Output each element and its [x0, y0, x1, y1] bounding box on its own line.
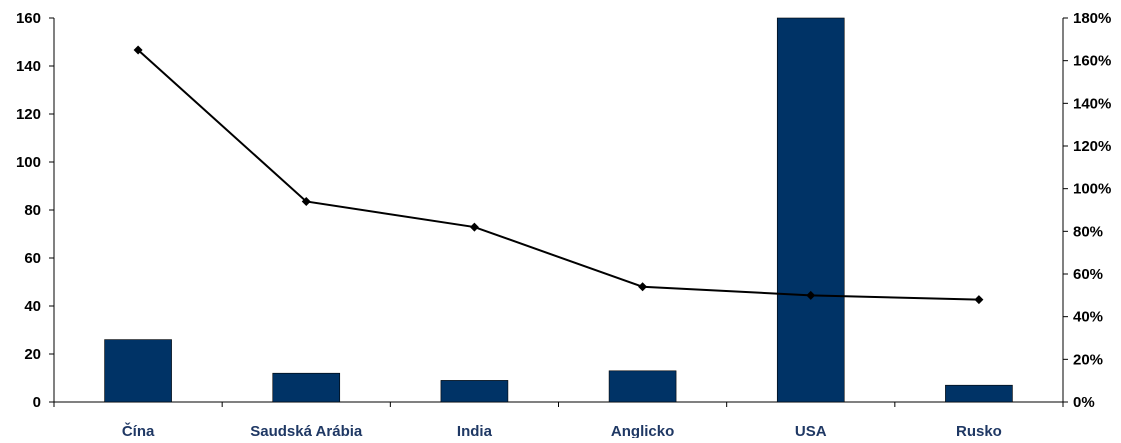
- bar: [776, 17, 845, 403]
- bar: [104, 339, 172, 403]
- bar: [440, 380, 509, 403]
- y-tick-label-left: 140: [16, 58, 41, 75]
- y-tick-label-right: 120%: [1073, 138, 1111, 155]
- y-tick-label-left: 100: [16, 154, 41, 171]
- line-layer: [133, 45, 984, 305]
- x-tick-label: Čína: [122, 422, 155, 438]
- y-tick-label-right: 160%: [1073, 53, 1111, 70]
- x-tick-label: Rusko: [956, 423, 1002, 438]
- x-tick-label: India: [457, 423, 493, 438]
- axes-layer: [49, 17, 1068, 407]
- line-point: [133, 45, 143, 55]
- line-point: [469, 222, 479, 232]
- y-tick-label-left: 120: [16, 106, 41, 123]
- bar: [608, 370, 677, 403]
- y-tick-label-right: 20%: [1073, 351, 1103, 368]
- line-point: [974, 295, 984, 305]
- line-point: [301, 196, 311, 206]
- y-tick-label-right: 0%: [1073, 394, 1095, 411]
- y-tick-label-right: 100%: [1073, 181, 1111, 198]
- y-tick-label-left: 160: [16, 10, 41, 27]
- bars-layer: [104, 17, 1013, 403]
- y-tick-label-right: 140%: [1073, 95, 1111, 112]
- y-tick-label-left: 80: [24, 202, 41, 219]
- bar: [945, 384, 1013, 403]
- y-tick-label-right: 60%: [1073, 266, 1103, 283]
- series-line: [137, 49, 979, 301]
- x-tick-label: Anglicko: [611, 423, 674, 438]
- bar: [272, 372, 341, 403]
- labels-layer: 0 20 40 60 80 100 120 140 160 0% 20% 40% 60% 80% 100% 1…: [16, 10, 1111, 440]
- x-tick-label: Saudská Arábia: [250, 423, 363, 438]
- y-tick-label-left: 0: [33, 394, 41, 411]
- y-tick-label-left: 20: [24, 346, 41, 363]
- y-tick-label-right: 80%: [1073, 223, 1103, 240]
- y-tick-label-left: 60: [24, 250, 41, 267]
- y-tick-label-right: 180%: [1073, 10, 1111, 27]
- x-tick-label: USA: [795, 423, 827, 438]
- y-tick-label-right: 40%: [1073, 309, 1103, 326]
- line-point: [806, 290, 816, 300]
- y-tick-label-left: 40: [24, 298, 41, 315]
- line-point: [638, 282, 648, 292]
